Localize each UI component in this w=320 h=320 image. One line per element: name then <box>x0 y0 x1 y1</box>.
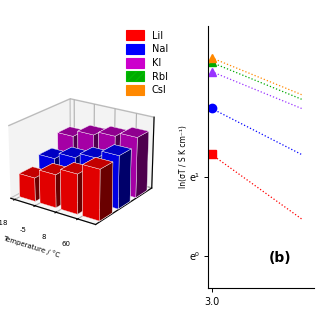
Text: (b): (b) <box>269 251 292 265</box>
Y-axis label: ln(σT / S K cm⁻¹): ln(σT / S K cm⁻¹) <box>179 125 188 188</box>
X-axis label: Temperature / °C: Temperature / °C <box>2 234 61 258</box>
Legend: LiI, NaI, KI, RbI, CsI: LiI, NaI, KI, RbI, CsI <box>126 30 168 95</box>
